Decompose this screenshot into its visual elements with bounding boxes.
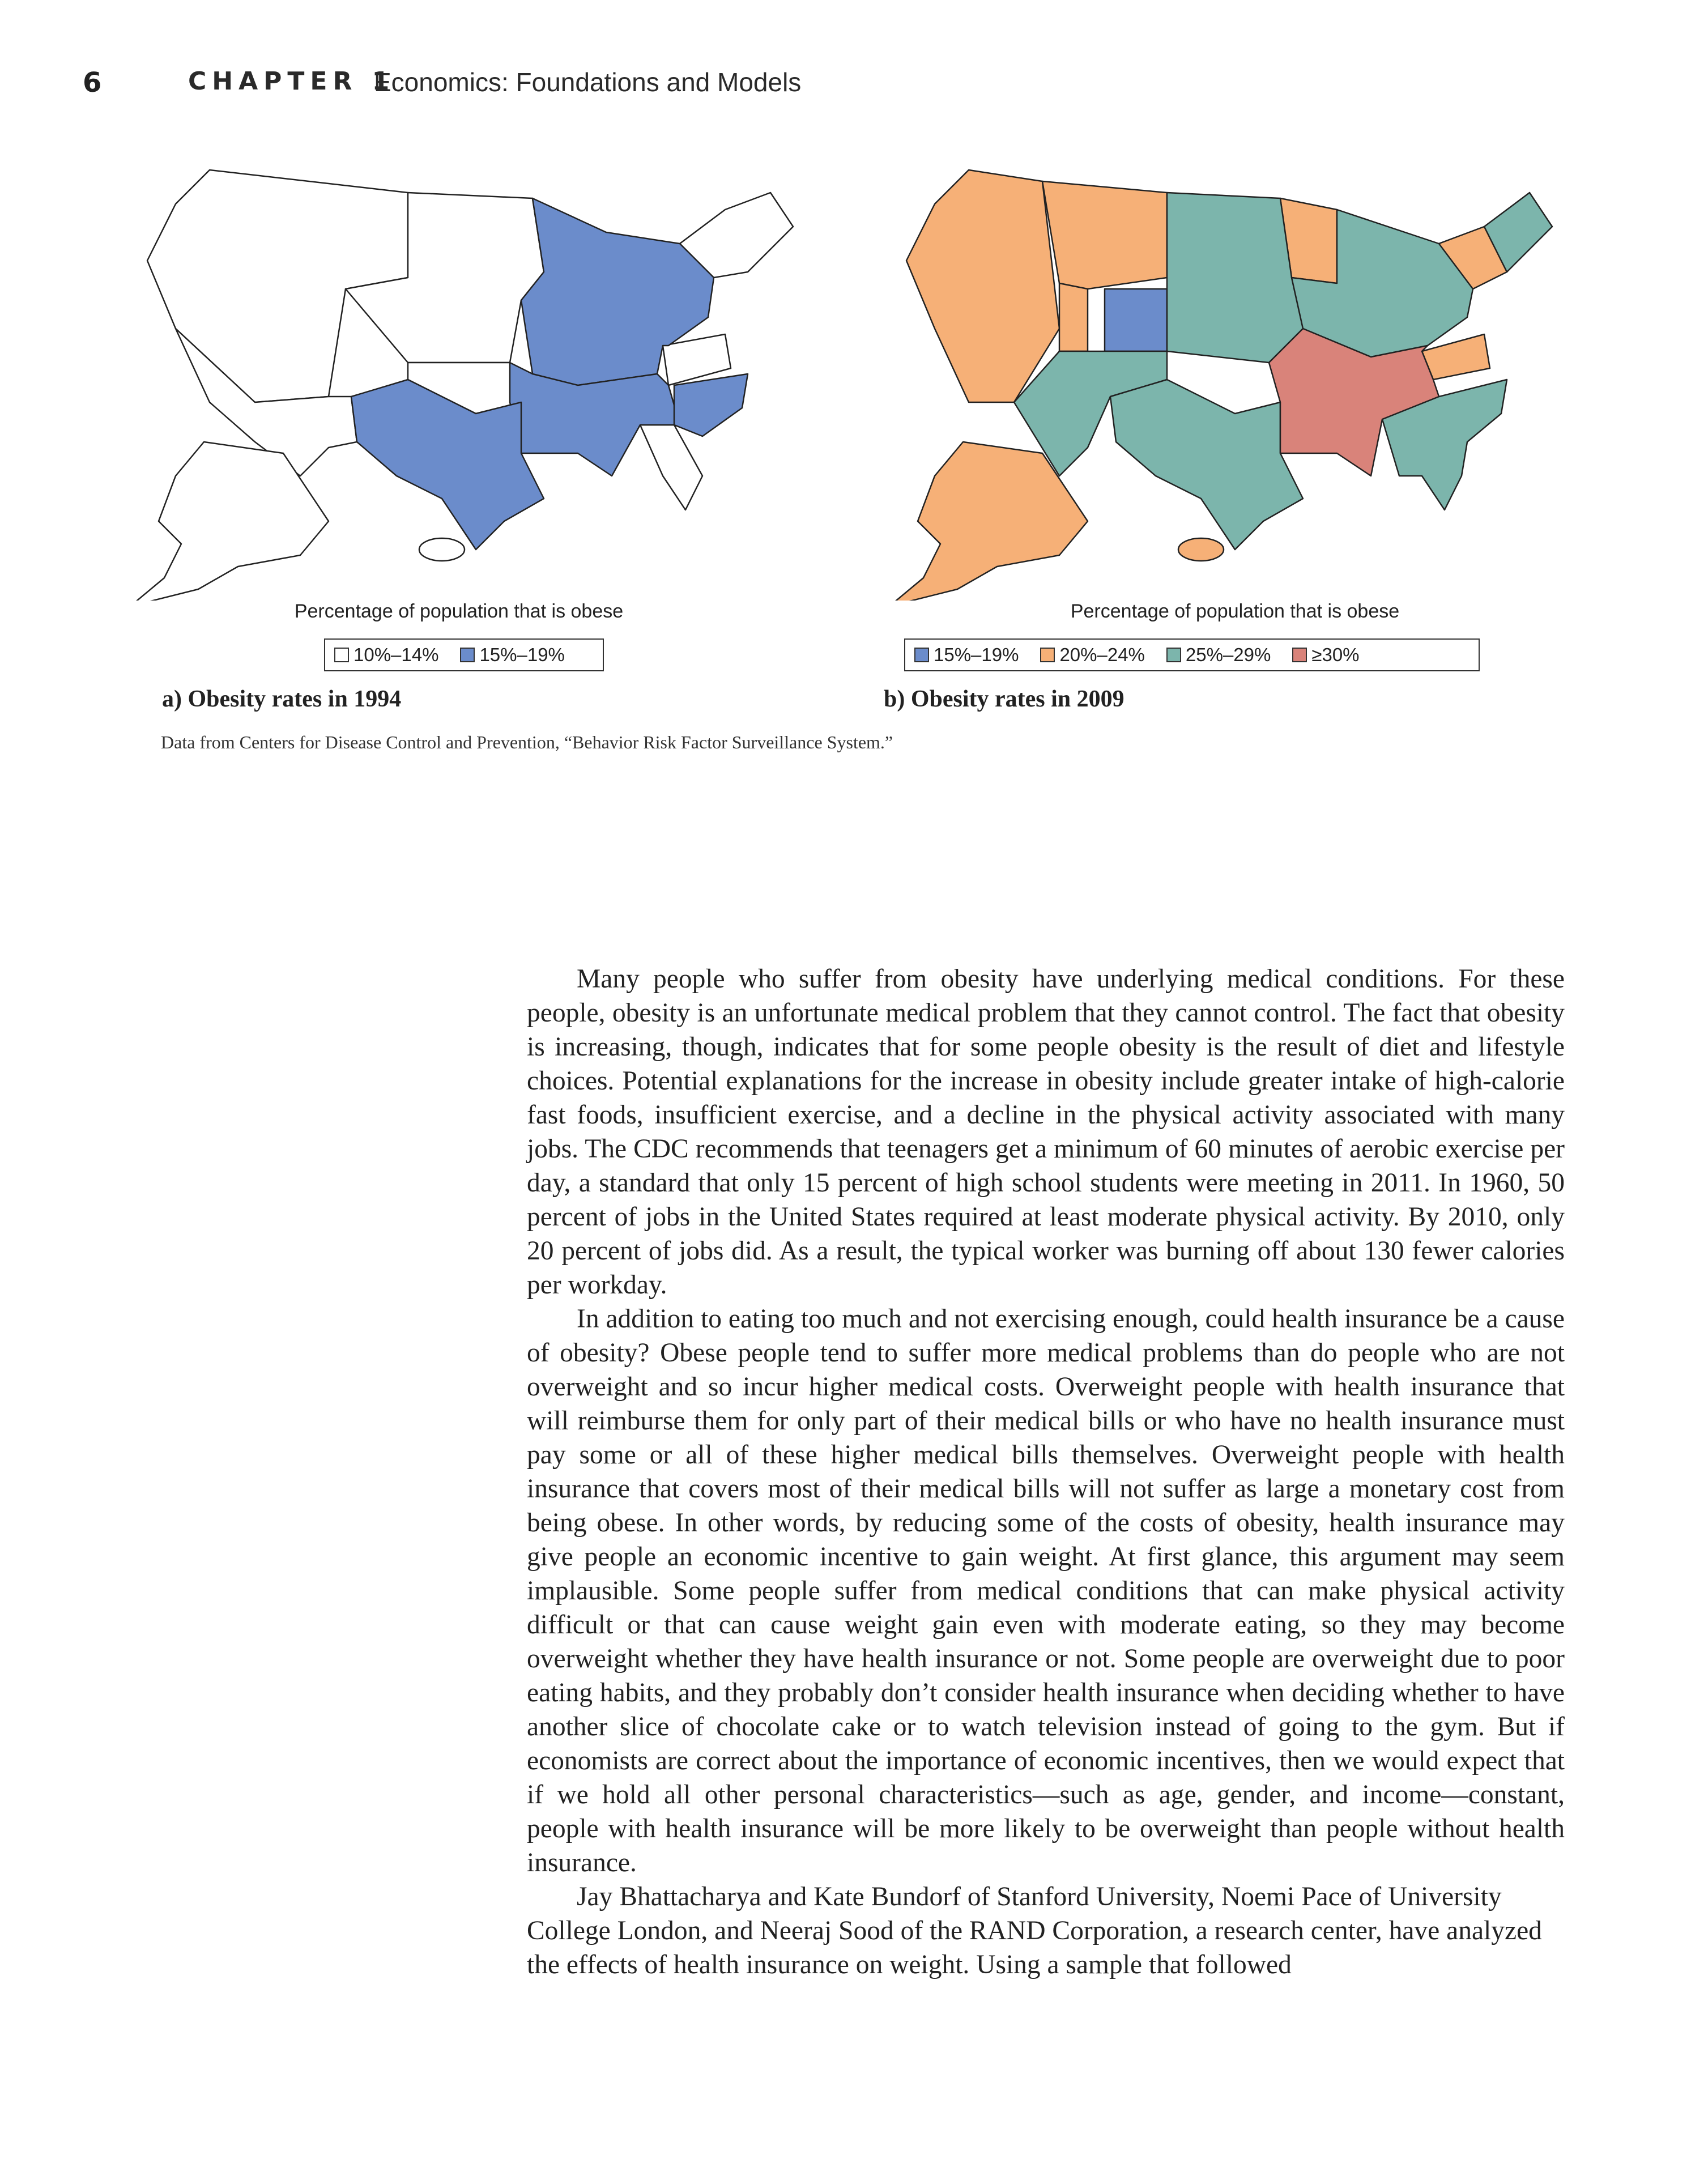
legend-item: ≥30% (1292, 644, 1360, 666)
state-alaska (895, 441, 1089, 601)
panel-label-a: a) Obesity rates in 1994 (162, 686, 402, 712)
legend-label: 10%–14% (353, 644, 439, 665)
region-southwest (174, 327, 358, 477)
legend-item: 15%–19% (460, 644, 565, 666)
map-caption-1994: Percentage of population that is obese (294, 601, 624, 622)
map-caption-2009: Percentage of population that is obese (1070, 601, 1400, 622)
legend-swatch (1292, 648, 1307, 662)
legend-swatch (1040, 648, 1055, 662)
legend-1994: 10%–14% 15%–19% (324, 638, 604, 671)
legend-item: 20%–24% (1040, 644, 1145, 666)
legend-label: 15%–19% (934, 644, 1019, 665)
legend-item: 10%–14% (334, 644, 438, 666)
state-texas (350, 378, 545, 551)
legend-swatch (334, 648, 349, 662)
state-alaska (136, 441, 330, 601)
legend-2009: 15%–19% 20%–24% 25%–29% ≥30% (904, 638, 1480, 671)
region-midwest (520, 197, 715, 386)
legend-swatch (914, 648, 929, 662)
panel-label-b: b) Obesity rates in 2009 (884, 686, 1125, 712)
figure-source: Data from Centers for Disease Control an… (161, 732, 893, 752)
region-deep-south (1268, 327, 1440, 477)
state-texas (1109, 378, 1304, 551)
state-hawaii (1177, 537, 1225, 562)
region-plains (1166, 191, 1304, 364)
state-hawaii (418, 537, 466, 562)
region-utah (1058, 282, 1089, 352)
legend-label: 25%–29% (1185, 644, 1271, 665)
state-colorado (1104, 288, 1168, 352)
legend-label: 20%–24% (1059, 644, 1145, 665)
region-new-england (1483, 191, 1553, 273)
us-map-2009 (895, 169, 1553, 601)
legend-swatch (460, 648, 475, 662)
us-map-1994 (136, 169, 794, 601)
legend-label: ≥30% (1311, 644, 1360, 665)
paragraph: In addition to eating too much and not e… (527, 1304, 1565, 1878)
legend-item: 25%–29% (1166, 644, 1271, 666)
region-carolinas (673, 373, 749, 437)
chapter-title: Economics: Foundations and Models (374, 67, 802, 97)
region-west-coast (905, 169, 1060, 403)
chapter-label: CHAPTER 1 (188, 67, 395, 96)
region-southeast (1381, 378, 1508, 511)
paragraph: Many people who suffer from obesity have… (527, 964, 1565, 1300)
paragraph: Jay Bhattacharya and Kate Bundorf of Sta… (527, 1882, 1542, 1979)
legend-item: 15%–19% (914, 644, 1019, 666)
page-number: 6 (83, 67, 102, 99)
region-virginia (662, 333, 732, 386)
region-montana-wyoming (1041, 180, 1168, 290)
region-georgia-florida (639, 424, 704, 511)
body-text: Many people who suffer from obesity have… (527, 962, 1565, 1982)
legend-swatch (1166, 648, 1181, 662)
legend-label: 15%–19% (479, 644, 565, 665)
